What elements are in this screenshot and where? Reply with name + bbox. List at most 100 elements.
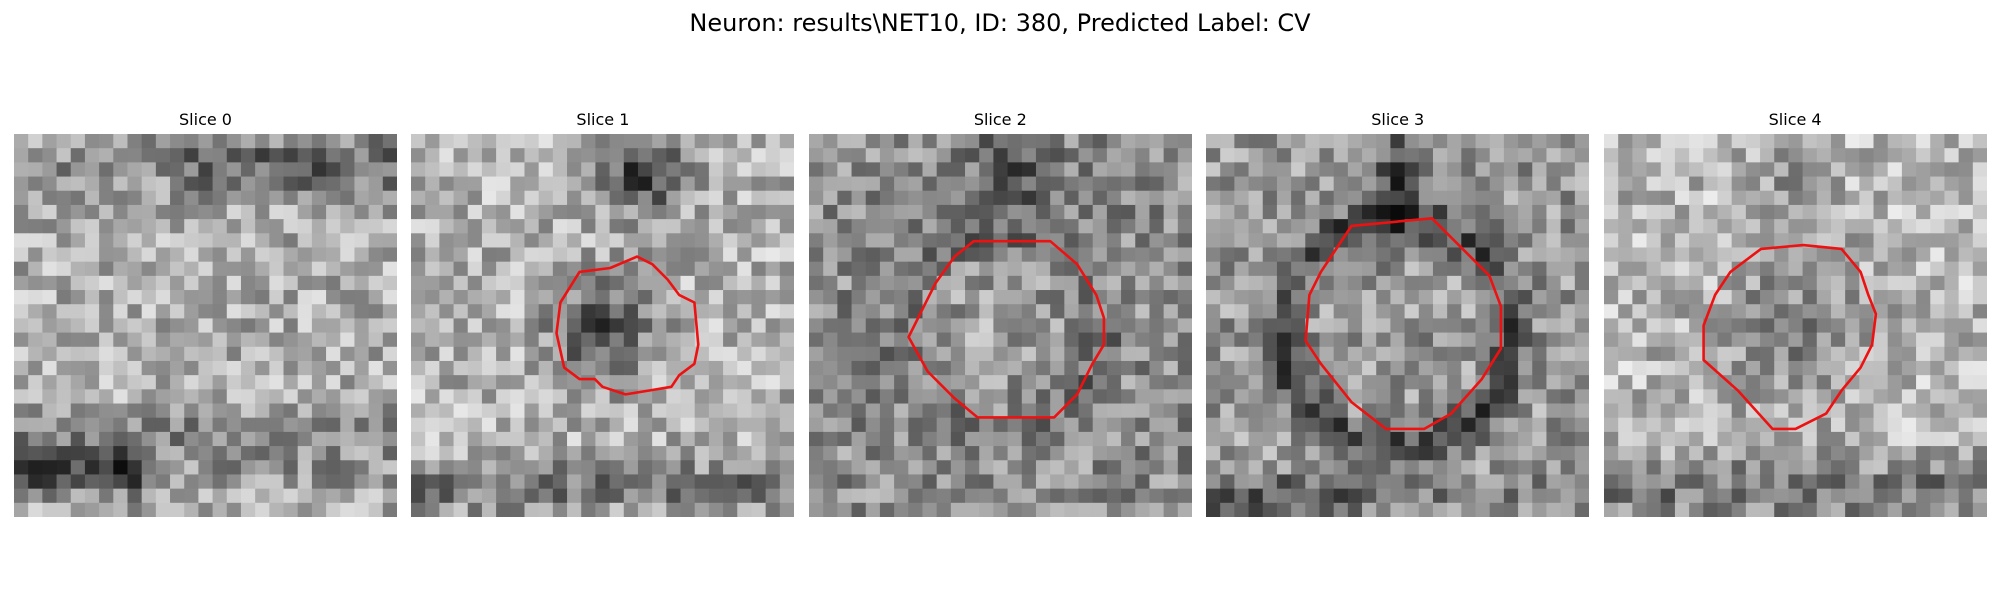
image-pixel bbox=[425, 417, 441, 433]
image-pixel bbox=[1021, 304, 1037, 320]
image-pixel bbox=[1376, 460, 1392, 476]
image-pixel bbox=[382, 502, 397, 517]
image-pixel bbox=[851, 332, 867, 348]
image-pixel bbox=[893, 431, 909, 447]
image-pixel bbox=[1447, 261, 1463, 277]
image-pixel bbox=[1120, 304, 1136, 320]
image-pixel bbox=[255, 247, 270, 263]
image-pixel bbox=[1220, 204, 1236, 220]
image-pixel bbox=[1617, 176, 1633, 192]
image-pixel bbox=[936, 446, 952, 461]
image-pixel bbox=[1305, 502, 1321, 517]
image-pixel bbox=[1731, 417, 1747, 433]
image-pixel bbox=[567, 488, 583, 504]
image-pixel bbox=[950, 134, 966, 149]
image-pixel bbox=[595, 148, 611, 163]
image-pixel bbox=[1575, 502, 1590, 517]
image-pixel bbox=[84, 403, 100, 419]
image-pixel bbox=[539, 162, 554, 178]
image-pixel bbox=[1362, 219, 1378, 234]
image-pixel bbox=[808, 304, 824, 320]
image-pixel bbox=[1135, 417, 1150, 433]
image-pixel bbox=[751, 332, 767, 348]
image-pixel bbox=[56, 431, 72, 447]
image-pixel bbox=[1759, 290, 1775, 305]
image-pixel bbox=[652, 502, 668, 517]
image-pixel bbox=[624, 134, 639, 149]
image-pixel bbox=[1234, 346, 1250, 362]
image-pixel bbox=[1603, 247, 1619, 263]
slice-panel-2: Slice 2 bbox=[808, 108, 1192, 518]
image-pixel bbox=[908, 134, 923, 149]
image-pixel bbox=[1418, 460, 1434, 476]
image-pixel bbox=[496, 247, 512, 263]
image-pixel bbox=[1461, 417, 1477, 433]
image-pixel bbox=[808, 375, 824, 390]
image-pixel bbox=[1887, 304, 1903, 320]
image-pixel bbox=[99, 176, 114, 192]
image-pixel bbox=[1575, 190, 1590, 206]
image-pixel bbox=[1504, 446, 1519, 461]
image-pixel bbox=[1348, 233, 1363, 249]
image-pixel bbox=[28, 332, 43, 348]
image-pixel bbox=[1830, 375, 1846, 390]
image-pixel bbox=[695, 431, 710, 447]
image-pixel bbox=[1064, 403, 1079, 419]
image-pixel bbox=[1717, 190, 1732, 206]
image-pixel bbox=[1461, 460, 1477, 476]
image-pixel bbox=[198, 190, 214, 206]
image-pixel bbox=[539, 290, 554, 305]
image-pixel bbox=[1688, 233, 1704, 249]
image-pixel bbox=[1958, 417, 1974, 433]
image-pixel bbox=[1844, 190, 1860, 206]
image-pixel bbox=[340, 219, 356, 234]
image-pixel bbox=[1873, 318, 1888, 334]
image-pixel bbox=[482, 474, 498, 490]
image-pixel bbox=[127, 346, 143, 362]
image-pixel bbox=[1915, 332, 1931, 348]
image-pixel bbox=[1518, 346, 1534, 362]
image-pixel bbox=[1731, 375, 1747, 390]
image-pixel bbox=[1376, 502, 1392, 517]
image-pixel bbox=[1049, 502, 1065, 517]
image-pixel bbox=[936, 148, 952, 163]
image-pixel bbox=[127, 275, 143, 291]
image-pixel bbox=[751, 417, 767, 433]
image-pixel bbox=[695, 375, 710, 390]
image-pixel bbox=[950, 261, 966, 277]
image-pixel bbox=[226, 134, 242, 149]
image-pixel bbox=[439, 162, 455, 178]
image-pixel bbox=[993, 176, 1009, 192]
image-pixel bbox=[496, 233, 512, 249]
image-pixel bbox=[979, 290, 994, 305]
image-pixel bbox=[1972, 403, 1987, 419]
image-pixel bbox=[226, 417, 242, 433]
image-pixel bbox=[837, 360, 852, 376]
image-pixel bbox=[198, 233, 214, 249]
image-pixel bbox=[510, 275, 526, 291]
image-pixel bbox=[1021, 332, 1037, 348]
image-pixel bbox=[212, 233, 228, 249]
image-pixel bbox=[1418, 148, 1434, 163]
image-pixel bbox=[1518, 204, 1534, 220]
image-pixel bbox=[1120, 233, 1136, 249]
image-pixel bbox=[1603, 204, 1619, 220]
image-pixel bbox=[283, 304, 299, 320]
image-pixel bbox=[524, 431, 540, 447]
image-pixel bbox=[1504, 275, 1519, 291]
image-pixel bbox=[652, 360, 668, 376]
image-pixel bbox=[354, 346, 370, 362]
image-pixel bbox=[311, 290, 327, 305]
image-pixel bbox=[368, 233, 384, 249]
image-pixel bbox=[28, 261, 43, 277]
image-pixel bbox=[1404, 247, 1420, 263]
image-pixel bbox=[1546, 431, 1562, 447]
image-pixel bbox=[70, 389, 86, 405]
image-pixel bbox=[680, 403, 696, 419]
image-pixel bbox=[1035, 318, 1051, 334]
image-pixel bbox=[1220, 275, 1236, 291]
image-pixel bbox=[1929, 360, 1945, 376]
image-pixel bbox=[1901, 460, 1917, 476]
image-pixel bbox=[1333, 346, 1349, 362]
image-pixel bbox=[1688, 460, 1704, 476]
